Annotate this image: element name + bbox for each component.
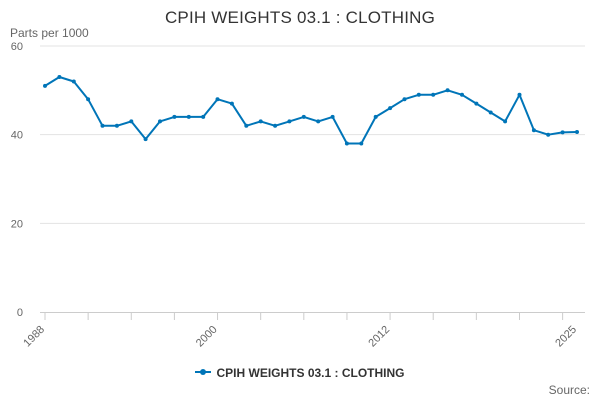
data-point — [158, 119, 162, 124]
data-point — [114, 123, 119, 128]
data-point — [301, 114, 306, 119]
chart-title: CPIH WEIGHTS 03.1 : CLOTHING — [164, 8, 436, 27]
data-point — [229, 101, 234, 106]
x-tick-label: 2000 — [194, 324, 220, 350]
data-point — [316, 119, 321, 124]
data-point — [416, 92, 421, 97]
data-point — [244, 123, 249, 128]
y-tick-label: 20 — [11, 218, 23, 230]
data-point — [287, 119, 292, 124]
data-point — [129, 119, 134, 124]
data-point — [517, 92, 522, 97]
data-point — [359, 141, 364, 146]
x-tick-label: 2012 — [366, 324, 392, 350]
data-point — [402, 97, 407, 102]
data-point — [560, 130, 565, 135]
data-point — [330, 114, 335, 119]
data-point — [143, 137, 148, 142]
data-point — [86, 97, 91, 102]
y-tick-label: 0 — [17, 307, 23, 319]
x-tick-label: 1988 — [21, 324, 47, 350]
data-point — [388, 106, 393, 111]
data-point — [445, 88, 450, 93]
legend-swatch — [195, 368, 212, 375]
data-point — [344, 141, 349, 146]
data-point — [575, 130, 579, 134]
y-tick-label: 60 — [11, 41, 23, 53]
data-point — [100, 123, 105, 128]
data-point — [546, 132, 551, 137]
data-point — [201, 114, 206, 119]
data-point — [215, 97, 220, 102]
data-point — [373, 114, 378, 119]
data-point — [57, 75, 62, 79]
data-point — [186, 114, 191, 119]
y-tick-label: 40 — [11, 130, 23, 142]
data-point — [503, 119, 508, 124]
data-point — [431, 92, 436, 97]
data-point — [474, 101, 479, 106]
series-line — [44, 76, 578, 145]
legend[interactable]: CPIH WEIGHTS 03.1 : CLOTHING — [0, 366, 600, 380]
data-point — [488, 110, 493, 115]
y-axis-label: Parts per 1000 — [10, 26, 89, 40]
data-point — [273, 123, 278, 128]
source-label: Source: — [548, 383, 590, 397]
data-point — [531, 128, 536, 133]
data-point — [460, 92, 464, 97]
data-point — [71, 79, 76, 84]
data-point — [258, 119, 263, 124]
data-point — [43, 83, 47, 88]
x-tick-label: 2025 — [553, 324, 579, 350]
legend-label: CPIH WEIGHTS 03.1 : CLOTHING — [216, 366, 405, 380]
data-point — [172, 114, 177, 119]
